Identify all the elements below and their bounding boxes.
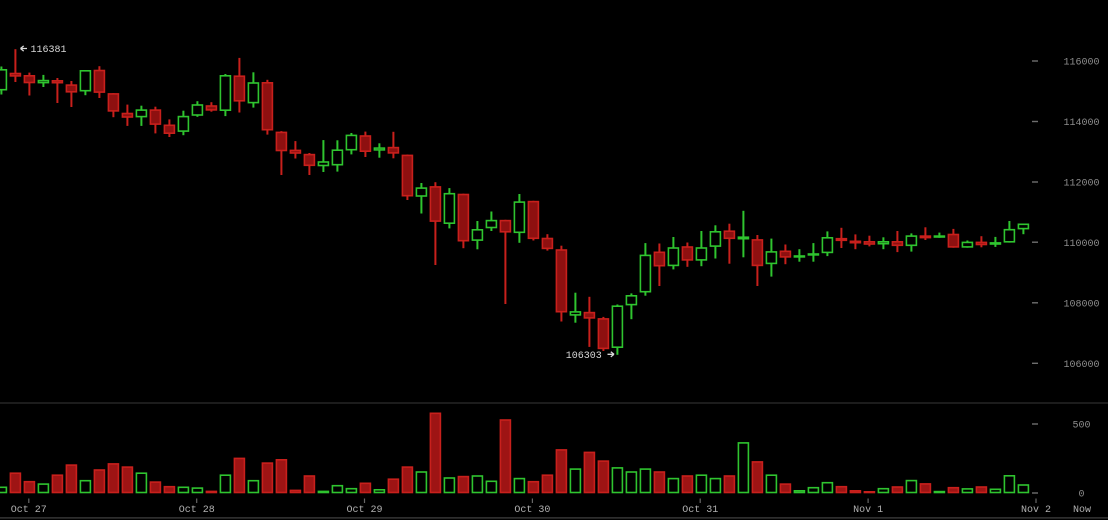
svg-text:110000: 110000 (1063, 239, 1099, 250)
svg-text:Oct 30: Oct 30 (514, 505, 550, 516)
svg-text:116000: 116000 (1063, 58, 1099, 69)
svg-text:Oct 29: Oct 29 (346, 505, 382, 516)
svg-text:116381: 116381 (30, 45, 66, 56)
svg-text:114000: 114000 (1063, 118, 1099, 129)
svg-text:Oct 28: Oct 28 (179, 505, 215, 516)
svg-text:Nov 1: Nov 1 (853, 505, 883, 516)
svg-text:500: 500 (1072, 421, 1090, 432)
svg-text:106000: 106000 (1063, 360, 1099, 371)
svg-text:0: 0 (1078, 490, 1084, 501)
svg-text:Oct 31: Oct 31 (682, 505, 718, 516)
svg-text:106303: 106303 (566, 351, 602, 362)
svg-text:Nov 2: Nov 2 (1021, 505, 1051, 516)
svg-text:Now: Now (1073, 505, 1091, 516)
svg-text:Oct 27: Oct 27 (11, 505, 47, 516)
svg-text:112000: 112000 (1063, 179, 1099, 190)
svg-text:108000: 108000 (1063, 299, 1099, 310)
